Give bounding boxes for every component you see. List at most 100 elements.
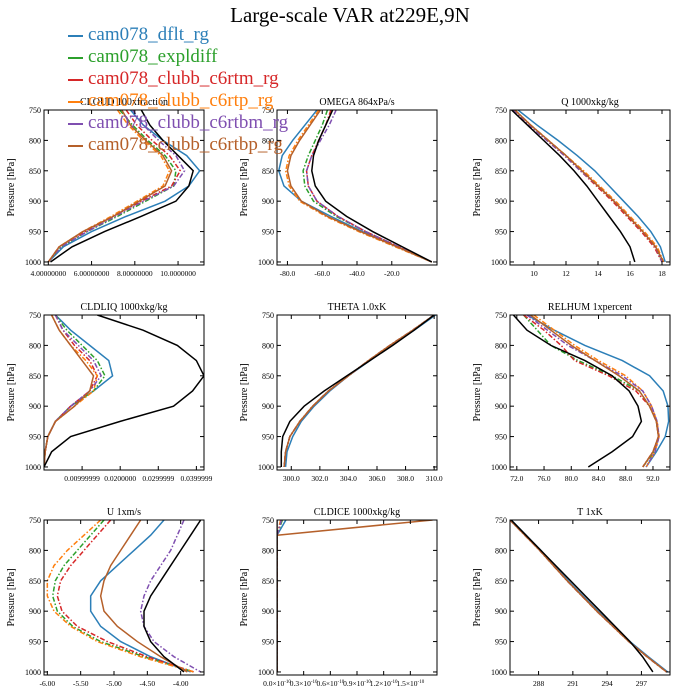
plot-frame xyxy=(509,519,671,676)
y-tick-label: 850 xyxy=(29,167,41,176)
y-axis-label: Pressure [hPa] xyxy=(239,158,250,216)
series-line-cam078_clubb_c6rtm_rg xyxy=(56,520,195,673)
x-tick-label: 288 xyxy=(533,679,545,688)
x-tick-label: -20.0 xyxy=(384,269,400,278)
series-line-cam078_clubb_c6rtp_rg xyxy=(284,110,433,263)
x-tick-label: -80.0 xyxy=(280,269,296,278)
y-axis-label: Pressure [hPa] xyxy=(472,568,483,626)
series-line-cam078_clubb_c6rtp_rg xyxy=(283,315,435,468)
panel-title: CLOUD 100xfraction xyxy=(80,97,168,108)
x-tick-label: 10.0000000 xyxy=(160,269,196,278)
series-line-cam078_dflt_rg xyxy=(277,110,433,263)
y-tick-label: 900 xyxy=(29,197,41,206)
x-tick-label: -4.50 xyxy=(140,679,156,688)
series-line-cam078_clubb_c6rtbm_rg xyxy=(283,315,435,468)
y-tick-label: 800 xyxy=(262,546,274,555)
series-line-cam078_clubb_c6rtbp_rg xyxy=(277,520,433,672)
legend-swatch xyxy=(68,35,83,37)
y-tick-label: 1000 xyxy=(258,668,274,677)
series-line-cam078_clubb_c6rtbm_rg xyxy=(139,520,202,673)
y-tick-label: 950 xyxy=(29,433,41,442)
series-line-reference xyxy=(280,315,435,467)
y-tick-label: 1000 xyxy=(25,258,41,267)
y-tick-label: 800 xyxy=(495,136,507,145)
y-axis-label: Pressure [hPa] xyxy=(6,568,17,626)
y-tick-label: 800 xyxy=(262,136,274,145)
series-group xyxy=(510,520,669,673)
x-tick-label: 88.0 xyxy=(619,474,632,483)
x-tick-exponent: -10 xyxy=(338,680,345,685)
panel-title: Q 1000xkg/kg xyxy=(561,97,619,108)
series-line-cam078_dflt_rg xyxy=(526,315,670,468)
y-tick-label: 800 xyxy=(262,341,274,350)
legend-item-c6rtbp: cam078_clubb_c6rtbp_rg xyxy=(68,134,288,156)
y-tick-label: 800 xyxy=(29,136,41,145)
plot-frame xyxy=(276,314,438,471)
x-tick-label: 0.0×10-10 xyxy=(263,679,291,688)
series-line-cam078_expldiff xyxy=(277,520,284,672)
x-tick-label: 0.0399999 xyxy=(180,474,212,483)
y-tick-label: 900 xyxy=(495,607,507,616)
x-tick-label: 92.0 xyxy=(646,474,659,483)
plot-frame xyxy=(276,519,438,676)
plot-frame xyxy=(509,109,671,266)
y-tick-label: 1000 xyxy=(25,463,41,472)
y-tick-label: 900 xyxy=(495,402,507,411)
x-tick-label: 300.0 xyxy=(283,474,300,483)
x-tick-label: 1.2×10-10 xyxy=(370,679,398,688)
y-tick-label: 850 xyxy=(262,372,274,381)
x-tick-label: -5.00 xyxy=(106,679,122,688)
legend-label: cam078_clubb_c6rtm_rg xyxy=(88,68,279,89)
panel-8: CLDICE 1000xkg/kg Pressure [hPa] 750 800 850… xyxy=(239,507,438,688)
series-line-cam078_dflt_rg xyxy=(89,520,191,673)
x-tick-label: 306.0 xyxy=(369,474,386,483)
y-tick-label: 850 xyxy=(495,577,507,586)
series-line-cam078_clubb_c6rtbp_rg xyxy=(99,520,188,673)
series-group xyxy=(47,110,201,263)
series-line-cam078_clubb_c6rtbp_rg xyxy=(529,315,660,468)
x-tick-label: 294 xyxy=(602,679,614,688)
y-axis-label: Pressure [hPa] xyxy=(239,568,250,626)
legend-item-dflt: cam078_dflt_rg xyxy=(68,24,288,46)
x-tick-label: 84.0 xyxy=(592,474,605,483)
x-tick-label: 0.3×10-10 xyxy=(290,679,318,688)
legend-item-c6rtm: cam078_clubb_c6rtm_rg xyxy=(68,68,288,90)
y-axis-label: Pressure [hPa] xyxy=(472,158,483,216)
panel-title: CLDICE 1000xkg/kg xyxy=(314,507,400,518)
x-tick-exponent: -10 xyxy=(391,680,398,685)
y-tick-label: 950 xyxy=(495,228,507,237)
legend-swatch xyxy=(68,101,83,103)
plot-frame xyxy=(43,109,205,266)
panel-7: U 1xm/s Pressure [hPa] 750 800 850 900 950 1000… xyxy=(6,507,205,688)
series-line-cam078_clubb_c6rtm_rg xyxy=(283,315,435,468)
y-tick-label: 1000 xyxy=(258,463,274,472)
x-tick-label: 12 xyxy=(562,269,570,278)
x-tick-label: -6.00 xyxy=(40,679,56,688)
y-tick-label: 800 xyxy=(29,341,41,350)
series-line-cam078_clubb_c6rtbm_rg xyxy=(47,110,186,263)
y-tick-label: 950 xyxy=(495,433,507,442)
series-line-cam078_expldiff xyxy=(51,520,195,673)
y-tick-label: 800 xyxy=(29,546,41,555)
x-tick-label: 0.00999999 xyxy=(64,474,100,483)
x-tick-label: -40.0 xyxy=(349,269,365,278)
legend-item-c6rtbm: cam078_clubb_c6rtbm_rg xyxy=(68,112,288,134)
y-tick-label: 950 xyxy=(262,433,274,442)
panel-title: T 1xK xyxy=(577,507,603,518)
x-tick-exponent: -10 xyxy=(311,680,318,685)
x-tick-label: 0.0299999 xyxy=(142,474,174,483)
y-tick-label: 1000 xyxy=(25,668,41,677)
y-tick-label: 850 xyxy=(29,372,41,381)
y-axis-label: Pressure [hPa] xyxy=(6,158,17,216)
y-tick-label: 750 xyxy=(495,106,507,115)
panel-title: RELHUM 1xpercent xyxy=(548,302,632,313)
legend-swatch xyxy=(68,123,83,125)
x-tick-label: 16 xyxy=(626,269,634,278)
y-tick-label: 900 xyxy=(262,197,274,206)
y-axis-label: Pressure [hPa] xyxy=(6,363,17,421)
panel-title: OMEGA 864xPa/s xyxy=(319,97,394,108)
series-line-cam078_clubb_c6rtbm_rg xyxy=(526,315,660,468)
x-tick-exponent: -10 xyxy=(284,680,291,685)
y-tick-label: 900 xyxy=(29,402,41,411)
panel-9: T 1xK Pressure [hPa] 750 800 850 900 950 1000 28… xyxy=(472,507,671,688)
